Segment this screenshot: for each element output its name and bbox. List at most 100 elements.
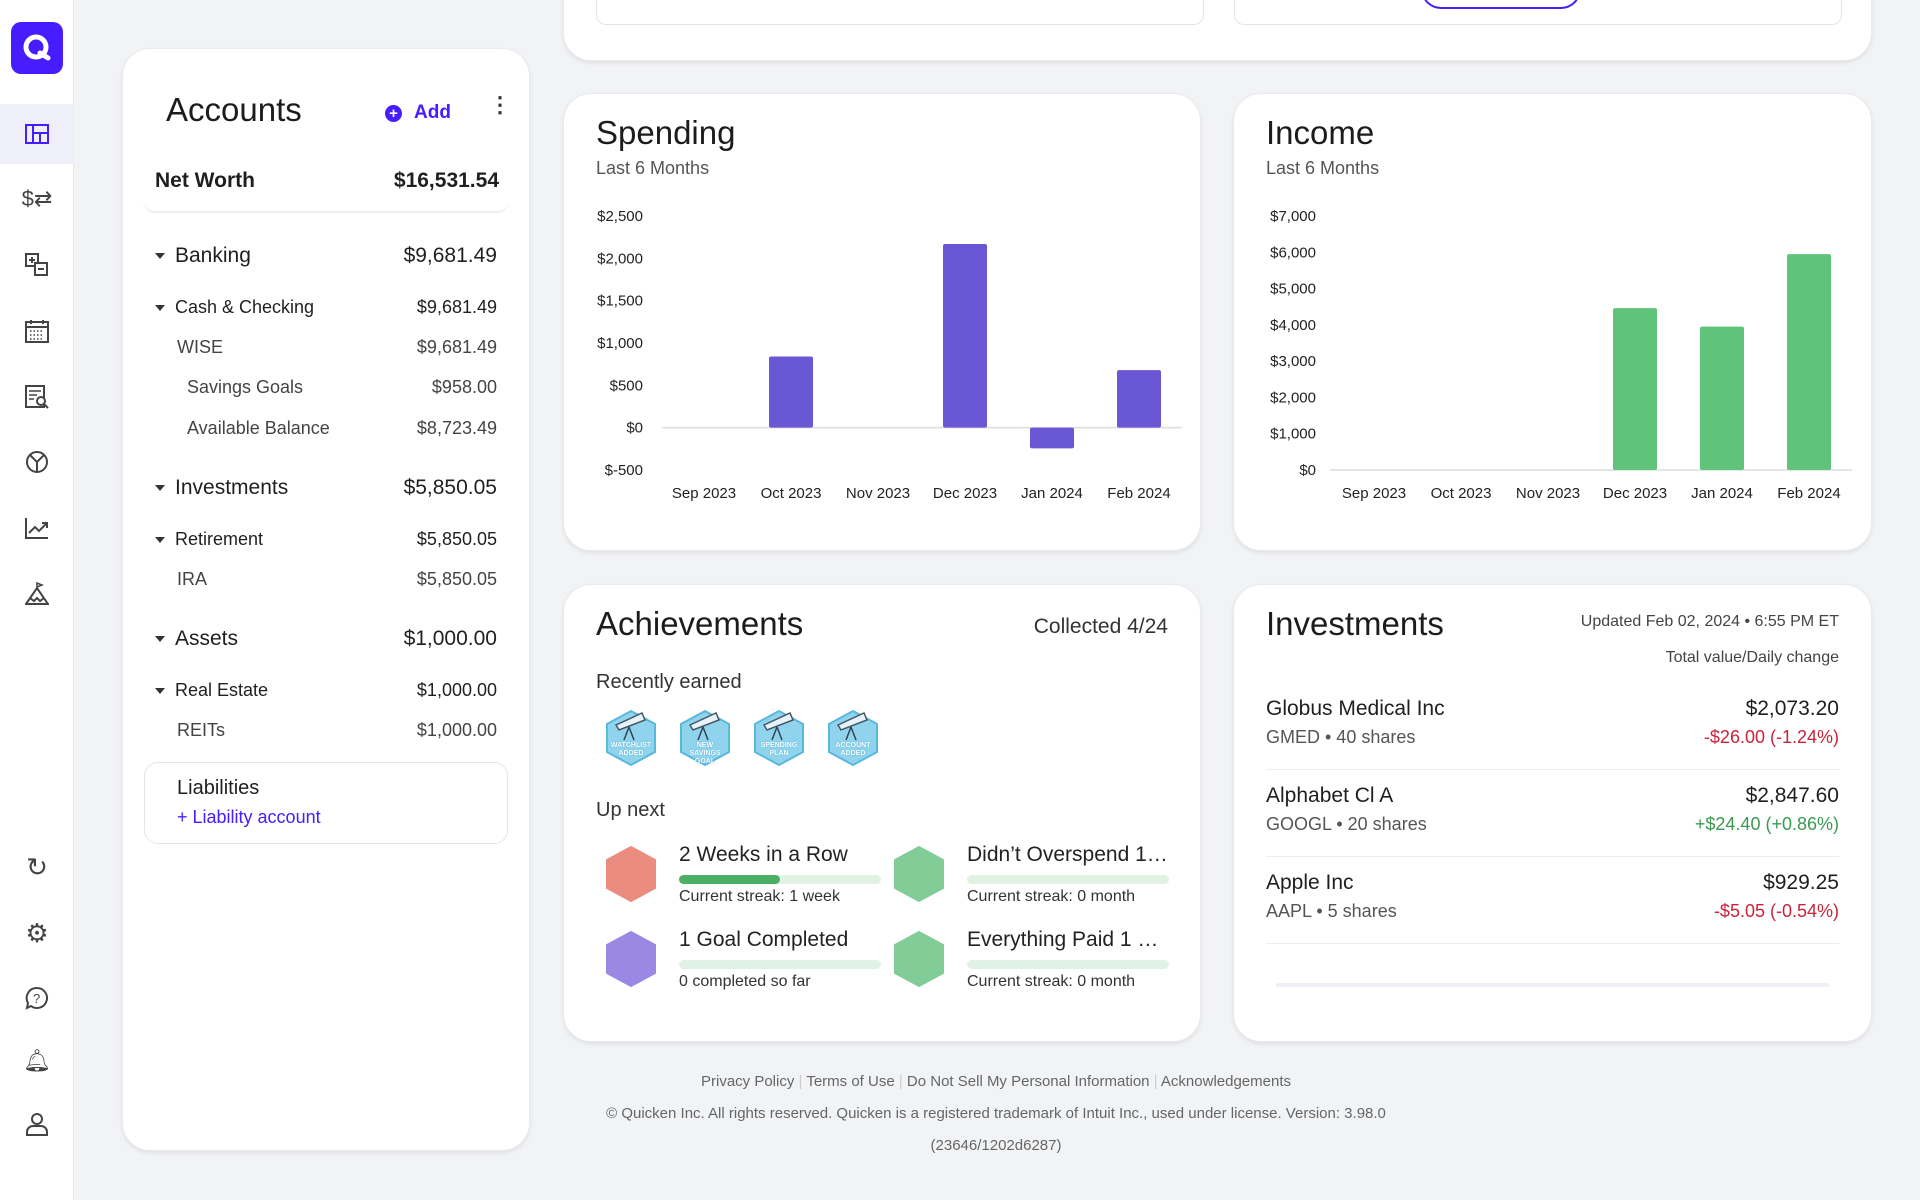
y-tick-label: $1,500 (597, 293, 643, 310)
refresh-button[interactable]: ↻ (0, 837, 74, 897)
income-card[interactable]: Income Last 6 Months $0 $1,000 $2,000 $3,00… (1233, 93, 1872, 551)
help-icon: ? (25, 986, 48, 1010)
nav-spending-plan[interactable] (0, 235, 74, 295)
row-value: $9,681.49 (403, 244, 497, 267)
collected-count: Collected 4/24 (1033, 615, 1168, 638)
earned-badge[interactable]: SPENDING PLAN (752, 709, 806, 767)
account-group-investments[interactable]: Investments $5,850.05 (155, 476, 497, 500)
achievement-title: Everything Paid 1 … (967, 928, 1159, 951)
holding-detail: GOOGL • 20 shares (1266, 814, 1427, 834)
nav-investing[interactable] (0, 498, 74, 558)
quicken-logo-icon (23, 34, 51, 61)
achievement-item[interactable]: 1 Goal Completed 0 completed so far (604, 928, 881, 998)
more-options-icon[interactable]: ⋮ (489, 92, 511, 117)
holding-change: -$5.05 (-0.54%) (1713, 901, 1839, 921)
account-subgroup-cash-checking[interactable]: Cash & Checking $9,681.49 (155, 297, 497, 318)
top-action-button[interactable] (1421, 0, 1581, 9)
x-tick-label: Oct 2023 (761, 485, 822, 502)
nav-reports[interactable] (0, 367, 74, 427)
holding-row[interactable]: Alphabet Cl A GOOGL • 20 shares $2,847.6… (1266, 770, 1839, 857)
nav-dashboard[interactable] (0, 104, 74, 164)
earned-badge[interactable]: ACCOUNT ADDED (826, 709, 880, 767)
account-subgroup-real-estate[interactable]: Real Estate $1,000.00 (155, 680, 497, 701)
refresh-icon: ↻ (26, 851, 48, 882)
quicken-logo[interactable] (11, 22, 63, 74)
telescope-badge-icon (754, 709, 804, 767)
earned-badge[interactable]: NEW SAVINGS GOAL (678, 709, 732, 767)
up-next-label: Up next (596, 799, 665, 821)
achievement-item[interactable]: 2 Weeks in a Row Current streak: 1 week (604, 843, 881, 913)
investments-card[interactable]: Investments Updated Feb 02, 2024 • 6:55 … (1233, 584, 1872, 1042)
savings-goals-row[interactable]: Savings Goals $958.00 (187, 377, 497, 398)
holding-row[interactable]: Apple Inc AAPL • 5 shares $929.25 -$5.05… (1266, 857, 1839, 944)
profile-button[interactable] (0, 1094, 74, 1154)
y-tick-label: $4,000 (1270, 317, 1316, 334)
earned-badge[interactable]: WATCHLIST ADDED (604, 709, 658, 767)
x-tick-label: Dec 2023 (1603, 485, 1667, 502)
achievement-item[interactable]: Didn’t Overspend 1… Current streak: 0 mo… (892, 843, 1169, 913)
row-label: Investments (175, 476, 289, 499)
bar-dec-2023 (1613, 308, 1657, 470)
add-liability-account-link[interactable]: + Liability account (177, 807, 321, 827)
footer-link[interactable]: Acknowledgements (1160, 1073, 1291, 1090)
y-tick-label: $1,000 (1270, 426, 1316, 443)
badge-label: SPENDING PLAN (760, 742, 798, 757)
y-tick-label: $2,500 (597, 208, 643, 225)
row-value: $1,000.00 (416, 680, 497, 700)
nav-calendar[interactable] (0, 301, 74, 361)
account-ira[interactable]: IRA $5,850.05 (177, 569, 497, 590)
dashboard-icon (25, 124, 49, 144)
row-value: $5,850.05 (416, 569, 497, 589)
footer-link[interactable]: Terms of Use (806, 1073, 895, 1090)
footer-links: Privacy Policy | Terms of Use | Do Not S… (563, 1073, 1429, 1090)
telescope-badge-icon (606, 709, 656, 767)
holding-name: Apple Inc (1266, 871, 1354, 894)
updated-timestamp: Updated Feb 02, 2024 • 6:55 PM ET (1580, 613, 1839, 630)
achievement-item[interactable]: Everything Paid 1 … Current streak: 0 mo… (892, 928, 1169, 998)
recent-badges: WATCHLIST ADDED NEW SAVINGS GOAL SPENDING … (604, 709, 880, 767)
x-tick-label: Sep 2023 (672, 485, 736, 502)
account-wise[interactable]: WISE $9,681.49 (177, 337, 497, 358)
y-tick-label: $2,000 (1270, 389, 1316, 406)
holding-detail: GMED • 40 shares (1266, 727, 1416, 747)
build-version: (23646/1202d6287) (930, 1137, 1062, 1154)
goals-mountain-icon (25, 582, 49, 605)
notifications-button[interactable]: 🔔︎ (0, 1031, 74, 1091)
calendar-icon (25, 320, 49, 343)
account-group-assets[interactable]: Assets $1,000.00 (155, 627, 497, 651)
nav-planning[interactable] (0, 432, 74, 492)
account-group-banking[interactable]: Banking $9,681.49 (155, 244, 497, 268)
bar-oct-2023 (769, 356, 813, 428)
y-tick-label: $500 (610, 377, 643, 394)
row-label: REITs (177, 720, 226, 740)
footer-link[interactable]: Do Not Sell My Personal Information (906, 1073, 1150, 1090)
footer-link[interactable]: Privacy Policy (700, 1073, 795, 1090)
settings-button[interactable]: ⚙ (0, 903, 74, 963)
achievements-card[interactable]: Achievements Collected 4/24 Recently ear… (563, 584, 1201, 1042)
spending-title: Spending (596, 114, 736, 151)
achievement-status: Current streak: 1 week (679, 888, 840, 905)
nav-transactions[interactable]: $⇄ (0, 169, 74, 229)
net-worth-row[interactable]: Net Worth $16,531.54 (143, 161, 509, 213)
link-divider: | (794, 1073, 807, 1090)
help-button[interactable]: ? (0, 968, 74, 1028)
add-account-button[interactable]: + Add (385, 102, 451, 124)
nav-goals[interactable] (0, 564, 74, 624)
y-tick-label: $2,000 (597, 250, 643, 267)
achievement-progress-bar (967, 875, 1169, 884)
account-subgroup-retirement[interactable]: Retirement $5,850.05 (155, 529, 497, 550)
telescope-badge-icon (680, 709, 730, 767)
holding-name: Globus Medical Inc (1266, 697, 1445, 720)
row-value: $958.00 (431, 377, 497, 397)
row-value: $5,850.05 (416, 529, 497, 549)
y-tick-label: $0 (1299, 462, 1316, 479)
x-tick-label: Oct 2023 (1431, 485, 1492, 502)
achievement-status: Current streak: 0 month (967, 973, 1136, 990)
spending-card[interactable]: Spending Last 6 Months $-500 $0 $500 $1,000… (563, 93, 1201, 551)
income-chart: $0 $1,000 $2,000 $3,000 $4,000 $5,000 $6,000 $7… (1270, 208, 1852, 502)
holding-row[interactable]: Globus Medical Inc GMED • 40 shares $2,0… (1266, 683, 1839, 770)
account-reits[interactable]: REITs $1,000.00 (177, 720, 497, 741)
y-tick-label: $6,000 (1270, 244, 1316, 261)
scrollbar[interactable] (1276, 983, 1829, 987)
row-label: Available Balance (187, 418, 330, 438)
